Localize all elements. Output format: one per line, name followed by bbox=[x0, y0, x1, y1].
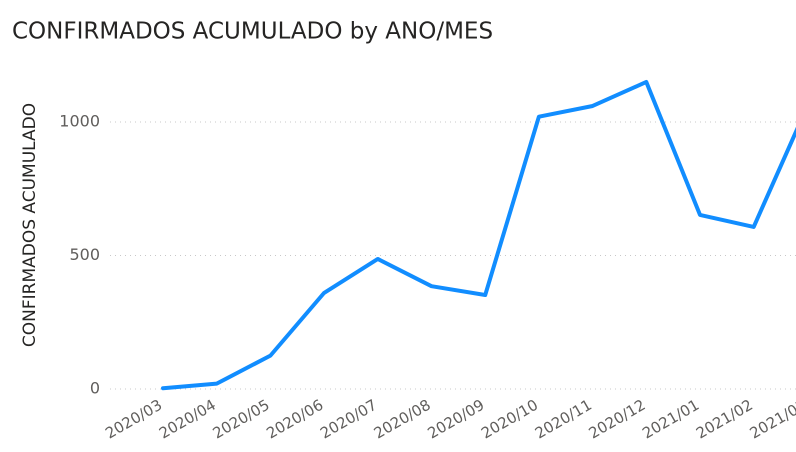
x-tick-label: 2020/07 bbox=[317, 396, 380, 443]
x-tick-label: 2020/09 bbox=[424, 396, 487, 443]
x-tick-label: 2020/05 bbox=[210, 396, 273, 443]
y-tick-label: 0 bbox=[90, 379, 100, 398]
chart-title: CONFIRMADOS ACUMULADO by ANO/MES bbox=[12, 19, 493, 45]
x-tick-label: 2020/06 bbox=[263, 396, 326, 443]
x-tick-label: 2020/08 bbox=[371, 396, 434, 443]
y-axis-label: CONFIRMADOS ACUMULADO bbox=[20, 103, 40, 347]
x-tick-label: 2020/03 bbox=[102, 396, 165, 443]
x-tick-label: 2020/04 bbox=[156, 396, 219, 443]
line bbox=[161, 79, 796, 391]
x-tick-label: 2021/03 bbox=[747, 396, 796, 443]
x-tick-label: 2020/11 bbox=[532, 396, 595, 443]
x-tick-label: 2021/01 bbox=[639, 396, 702, 443]
y-tick-label: 500 bbox=[69, 245, 100, 264]
x-tick-label: 2020/10 bbox=[478, 396, 541, 443]
y-tick-label: 1000 bbox=[59, 112, 100, 131]
x-tick-label: 2020/12 bbox=[586, 396, 649, 443]
x-tick-label: 2021/02 bbox=[693, 396, 756, 443]
